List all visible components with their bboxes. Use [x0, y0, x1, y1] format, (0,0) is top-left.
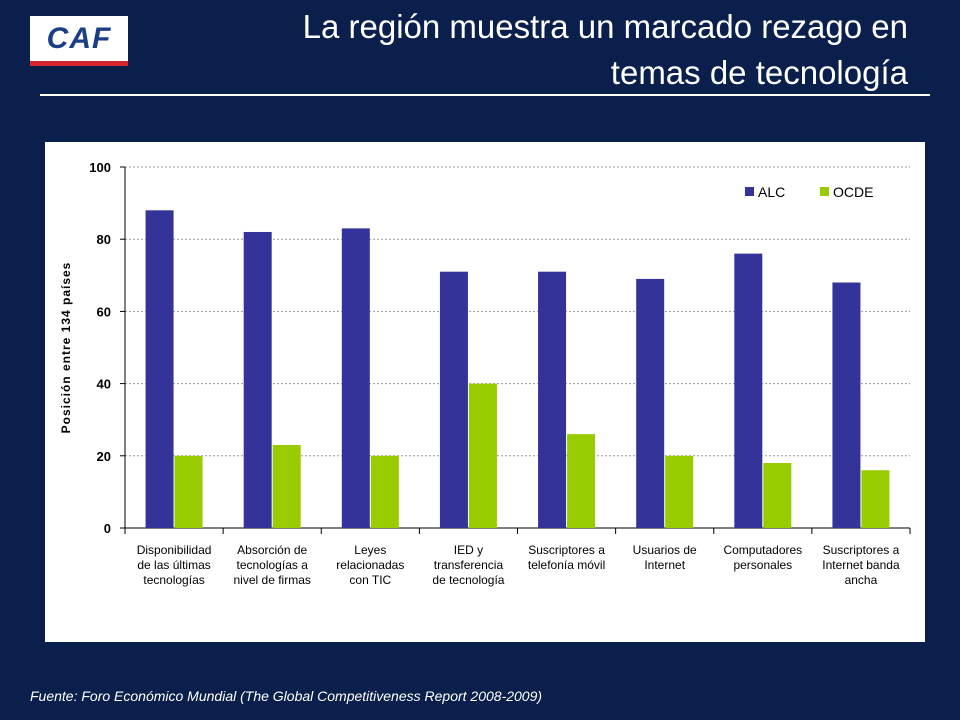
slide-title: La región muestra un marcado rezago en t… [148, 4, 908, 96]
y-axis-label: Posición entre 134 países [59, 262, 73, 434]
x-tick-label: personales [733, 558, 792, 572]
caf-logo: CAF [30, 16, 128, 66]
bar-chart: 0 20 40 60 80 100 Posición entre 134 países Dis… [59, 160, 911, 587]
slide-title-line-1: La región muestra un marcado rezago en [302, 8, 908, 45]
source-note: Fuente: Foro Económico Mundial (The Glob… [30, 688, 543, 704]
x-tick-label: Absorción de [237, 543, 307, 557]
x-tick-label: Usuarios de [633, 543, 697, 557]
y-tick-label: 0 [104, 521, 111, 536]
x-tick-label: con TIC [349, 573, 391, 587]
title-divider [40, 94, 930, 96]
bar-alc [538, 271, 567, 528]
bar-alc [636, 278, 665, 528]
y-tick-label: 40 [97, 377, 111, 392]
legend-swatch-ocde [820, 187, 829, 196]
slide-title-line-2: temas de tecnología [610, 54, 908, 91]
x-tick-label: Leyes [354, 543, 386, 557]
x-tick-label: Computadores [723, 543, 802, 557]
x-tick-label: Suscriptores a [823, 543, 900, 557]
x-tick-label: transferencia [434, 558, 504, 572]
x-tick-label: Internet banda [822, 558, 900, 572]
bar-ocde [763, 463, 792, 528]
x-tick-label: relacionadas [336, 558, 404, 572]
chart-panel: 0 20 40 60 80 100 Posición entre 134 países Dis… [45, 142, 925, 642]
bar-alc [341, 228, 370, 528]
logo-text: CAF [46, 21, 112, 55]
bar-alc [243, 231, 272, 528]
bar-ocde [665, 455, 694, 528]
x-tick-label: Suscriptores a [528, 543, 605, 557]
bar-alc [145, 210, 174, 528]
y-tick-label: 100 [89, 160, 111, 175]
bar-alc [832, 282, 861, 528]
bar-alc [734, 253, 763, 528]
x-tick-label: tecnologías [143, 573, 204, 587]
bar-alc [439, 271, 468, 528]
y-tick-label: 80 [97, 232, 111, 247]
bar-ocde [861, 470, 890, 528]
legend-label-alc: ALC [758, 184, 785, 200]
bar-ocde [272, 444, 301, 528]
x-tick-label: IED y [454, 543, 483, 557]
x-tick-label: de las últimas [137, 558, 210, 572]
y-tick-label: 20 [97, 449, 111, 464]
x-tick-label: telefonía móvil [528, 558, 605, 572]
bar-ocde [567, 434, 596, 528]
bar-ocde [370, 455, 399, 528]
legend-label-ocde: OCDE [833, 184, 873, 200]
x-tick-label: nivel de firmas [234, 573, 311, 587]
bar-ocde [468, 383, 497, 528]
x-tick-label: de tecnología [432, 573, 504, 587]
y-tick-label: 60 [97, 304, 111, 319]
x-tick-label: ancha [845, 573, 878, 587]
x-tick-label: Disponibilidad [137, 543, 212, 557]
x-tick-label: Internet [644, 558, 685, 572]
x-tick-label: tecnologías a [236, 558, 308, 572]
bar-ocde [174, 455, 203, 528]
legend-swatch-alc [745, 187, 754, 196]
